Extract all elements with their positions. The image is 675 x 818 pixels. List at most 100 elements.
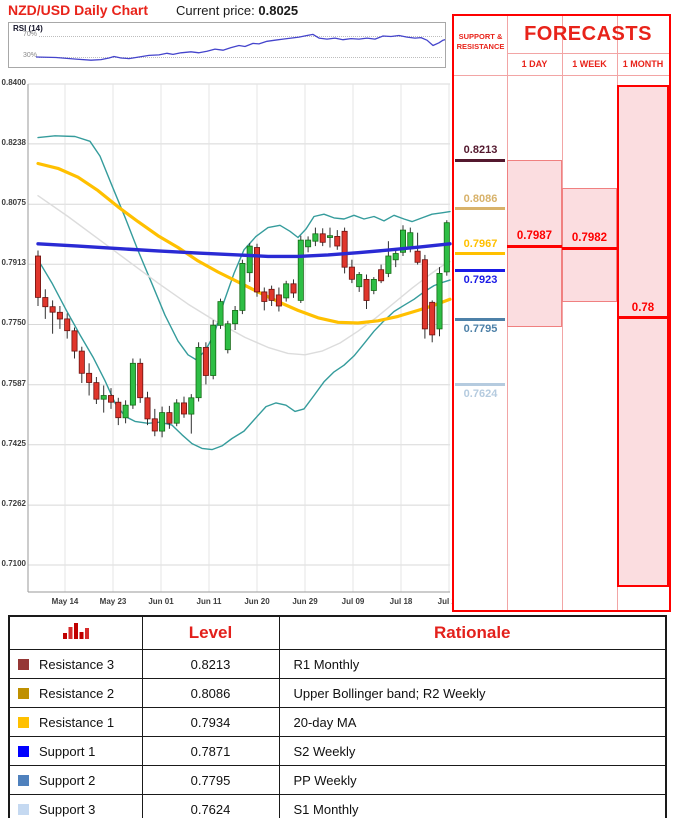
candle-up bbox=[436, 272, 443, 330]
candle-down bbox=[180, 402, 187, 415]
candle-down bbox=[56, 311, 63, 320]
candle-up bbox=[239, 262, 246, 311]
support-resistance-header: SUPPORT & RESISTANCE bbox=[456, 32, 505, 51]
x-tick-label: Jul 09 bbox=[341, 597, 365, 606]
forecast-level-line bbox=[617, 316, 669, 319]
candle-up bbox=[188, 397, 195, 415]
y-tick-label: 0.7750 bbox=[1, 318, 26, 327]
candle-down bbox=[414, 250, 421, 263]
candle-down bbox=[341, 230, 348, 268]
table-row: Resistance 2 0.8086 Upper Bollinger band; … bbox=[8, 678, 667, 708]
rsi-line bbox=[35, 33, 445, 61]
rationale-cell: S1 Monthly bbox=[278, 794, 667, 818]
x-tick-label: Jul 18 bbox=[389, 597, 413, 606]
level-name: Support 1 bbox=[39, 743, 96, 759]
candle-down bbox=[137, 362, 144, 399]
level-name: Resistance 2 bbox=[39, 685, 115, 701]
level-name-cell: Resistance 3 bbox=[8, 649, 143, 679]
panel-separator bbox=[454, 75, 669, 76]
sr-level-line bbox=[455, 159, 505, 162]
rsi-70-gridline bbox=[39, 36, 442, 37]
sr-level-value: 0.7967 bbox=[463, 238, 498, 250]
candle-up bbox=[246, 245, 253, 274]
table-row: Support 1 0.7871 S2 Weekly bbox=[8, 736, 667, 766]
candle-down bbox=[151, 418, 158, 432]
level-name-cell: Resistance 2 bbox=[8, 678, 143, 708]
rsi-70-tick: 70% bbox=[22, 31, 37, 38]
rationale-cell: Upper Bollinger band; R2 Weekly bbox=[278, 678, 667, 708]
table-row: Support 3 0.7624 S1 Monthly bbox=[8, 794, 667, 818]
candle-down bbox=[378, 269, 385, 282]
table-row: Resistance 1 0.7934 20-day MA bbox=[8, 707, 667, 737]
candle-up bbox=[326, 235, 333, 238]
forecast-value: 0.78 bbox=[631, 302, 655, 314]
current-price-label: Current price: bbox=[176, 3, 255, 18]
candle-up bbox=[283, 283, 290, 299]
forecast-level-line bbox=[507, 245, 562, 248]
level-value-cell: 0.8213 bbox=[141, 649, 280, 679]
level-value-cell: 0.7934 bbox=[141, 707, 280, 737]
candle-down bbox=[421, 259, 428, 330]
level-value-cell: 0.8086 bbox=[141, 678, 280, 708]
levels-table: Level Rationale Resistance 3 0.8213 R1 Mon… bbox=[8, 615, 667, 818]
level-color-swatch bbox=[18, 716, 29, 728]
level-value-cell: 0.7624 bbox=[141, 794, 280, 818]
rationale-cell: S2 Weekly bbox=[278, 736, 667, 766]
level-name-cell: Support 3 bbox=[8, 794, 143, 818]
candle-down bbox=[261, 291, 268, 302]
y-tick-label: 0.8075 bbox=[1, 198, 26, 207]
candle-down bbox=[348, 266, 355, 280]
level-color-swatch bbox=[18, 658, 29, 670]
table-row: Support 2 0.7795 PP Weekly bbox=[8, 765, 667, 795]
rationale-cell: PP Weekly bbox=[278, 765, 667, 795]
rationale-cell: R1 Monthly bbox=[278, 649, 667, 679]
level-name-cell: Support 2 bbox=[8, 765, 143, 795]
x-tick-label: May 23 bbox=[99, 597, 127, 606]
forecasts-title: FORECASTS bbox=[524, 23, 652, 45]
forecast-range-box bbox=[507, 160, 562, 327]
ma-slow-blue bbox=[36, 242, 452, 259]
candle-down bbox=[334, 235, 341, 247]
candle-down bbox=[108, 395, 115, 403]
ma-20-yellow bbox=[36, 161, 452, 325]
candle-down bbox=[115, 401, 122, 419]
level-name-cell: Resistance 1 bbox=[8, 707, 143, 737]
candle-up bbox=[173, 402, 180, 424]
candle-down bbox=[35, 255, 42, 298]
sr-level-line bbox=[455, 207, 505, 210]
x-tick-label: Jul 27 bbox=[437, 597, 461, 606]
candle-up bbox=[356, 274, 363, 288]
level-name: Resistance 3 bbox=[39, 656, 115, 672]
bar-chart-icon-cell bbox=[8, 615, 143, 650]
current-price: Current price: 0.8025 bbox=[176, 3, 298, 18]
level-name-cell: Support 1 bbox=[8, 736, 143, 766]
rsi-30-gridline bbox=[39, 57, 442, 58]
table-row: Resistance 3 0.8213 R1 Monthly bbox=[8, 649, 667, 679]
y-tick-label: 0.7587 bbox=[1, 379, 26, 388]
candle-down bbox=[144, 397, 151, 420]
candle-down bbox=[202, 346, 209, 376]
level-color-swatch bbox=[18, 774, 29, 786]
level-color-swatch bbox=[18, 745, 29, 757]
y-tick-label: 0.8238 bbox=[1, 138, 26, 147]
level-name: Support 3 bbox=[39, 801, 96, 817]
candle-up bbox=[159, 412, 166, 432]
forecast-value: 0.7982 bbox=[571, 232, 608, 244]
panel-separator bbox=[562, 16, 563, 610]
candle-down bbox=[268, 288, 275, 301]
candle-up bbox=[224, 323, 231, 351]
y-tick-label: 0.7262 bbox=[1, 499, 26, 508]
candle-up bbox=[100, 395, 107, 400]
forecast-column-header: 1 DAY bbox=[521, 59, 548, 69]
level-color-swatch bbox=[18, 803, 29, 815]
forecast-range-box bbox=[562, 188, 617, 302]
candle-down bbox=[253, 247, 260, 293]
candle-down bbox=[319, 233, 326, 243]
candle-down bbox=[166, 412, 173, 424]
forecast-value: 0.7987 bbox=[516, 230, 553, 242]
rationale-cell: 20-day MA bbox=[278, 707, 667, 737]
forecast-level-line bbox=[562, 247, 617, 250]
rationale-column-header: Rationale bbox=[278, 615, 667, 650]
candle-down bbox=[49, 306, 56, 313]
